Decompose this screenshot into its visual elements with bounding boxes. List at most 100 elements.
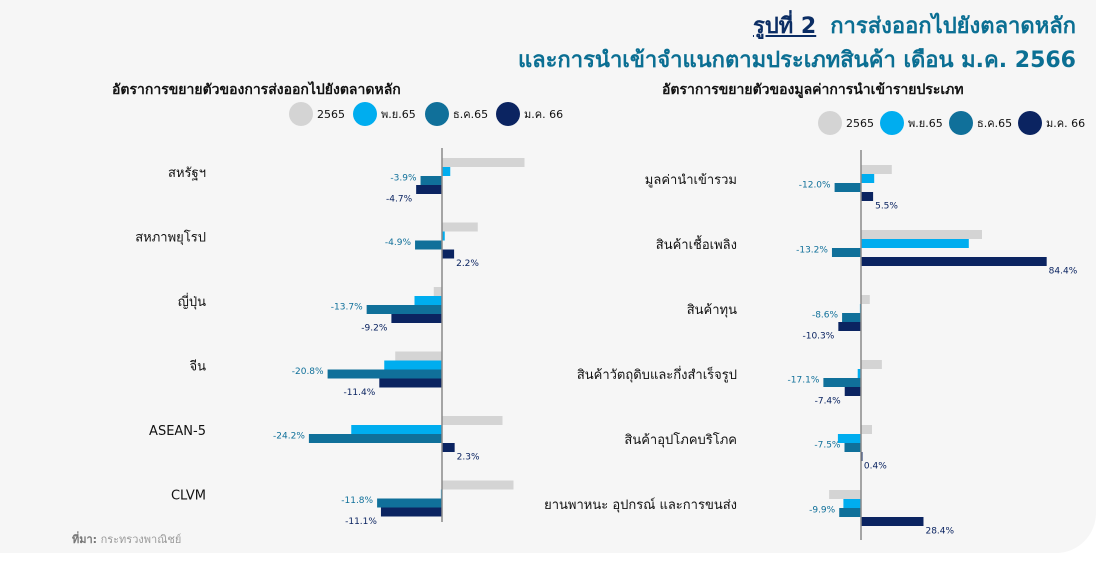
export-bar-2565	[442, 222, 478, 232]
source-note: ที่มา: กระทรวงพาณิชย์	[72, 530, 181, 548]
export-data-label-dec65: -13.7%	[331, 302, 363, 312]
import-category-label: ยานพาหนะ อุปกรณ์ และการขนส่ง	[544, 497, 737, 513]
import-data-label-dec65: -13.2%	[796, 245, 828, 255]
import-data-label-dec65: -9.9%	[809, 505, 836, 515]
legend-swatch-dec65	[425, 102, 449, 126]
legend-swatch-jan66	[1018, 111, 1042, 135]
export-data-label-dec65: -20.8%	[292, 367, 324, 377]
legend-swatch-nov65	[353, 102, 377, 126]
import-bar-dec65	[831, 248, 861, 257]
export-bar-nov65	[442, 167, 451, 176]
import-data-label-jan66: 84.4%	[1049, 267, 1078, 277]
import-bar-nov65	[861, 239, 969, 248]
export-bar-dec65	[308, 434, 442, 443]
import-bar-2565	[861, 425, 872, 434]
export-bar-jan66	[416, 185, 442, 194]
legend-item-jan66: ม.ค. 66	[496, 101, 563, 127]
import-data-label-dec65: -8.6%	[812, 310, 839, 320]
export-bar-dec65	[415, 240, 442, 250]
export-chart-title: อัตราการขยายตัวของการส่งออกไปยังตลาดหลัก	[112, 82, 401, 98]
import-data-label-jan66: 0.4%	[864, 462, 887, 472]
export-bar-2565	[433, 287, 442, 296]
export-bar-nov65	[384, 360, 442, 370]
import-legend: 2565 พ.ย.65 ธ.ค.65 ม.ค. 66	[818, 110, 1090, 136]
import-category-label: สินค้าทุน	[687, 303, 737, 318]
import-bar-jan66	[861, 517, 924, 526]
export-data-label-jan66: -11.4%	[343, 388, 375, 398]
export-category-label: สหรัฐฯ	[168, 166, 206, 181]
legend-swatch-nov65	[880, 111, 904, 135]
import-category-label: สินค้าเชื้อเพลิง	[656, 235, 737, 253]
export-bar-nov65	[442, 231, 445, 241]
figure-panel: รูปที่ 2 การส่งออกไปยังตลาดหลัก และการนำเ…	[72, 8, 1090, 548]
legend-swatch-jan66	[496, 102, 520, 126]
legend-item-dec65: ธ.ค.65	[425, 101, 488, 127]
figure-label: รูปที่ 2	[752, 14, 817, 39]
import-bar-jan66	[861, 192, 874, 201]
legend-item-nov65: พ.ย.65	[353, 101, 416, 127]
export-bar-dec65	[377, 498, 442, 508]
export-bar-jan66	[380, 507, 442, 517]
import-bar-2565	[861, 165, 892, 174]
import-data-label-dec65: -17.1%	[788, 375, 820, 385]
import-bar-jan66	[844, 387, 861, 396]
export-bar-dec65	[366, 305, 442, 314]
export-chart: สหรัฐฯ -3.9% -4.7% สหภาพยุโรป -4.9% 2.2% ญี่ปุ…	[135, 148, 525, 527]
import-bar-dec65	[844, 443, 861, 452]
import-bar-dec65	[839, 508, 861, 517]
import-bar-jan66	[861, 257, 1047, 266]
export-data-label-dec65: -4.9%	[385, 238, 412, 248]
legend-item-nov65: พ.ย.65	[880, 110, 943, 136]
legend-swatch-2565	[818, 111, 842, 135]
export-category-label: สหภาพยุโรป	[135, 230, 206, 246]
import-bar-nov65	[843, 499, 861, 508]
legend-item-2565: 2565	[818, 110, 874, 136]
export-bar-2565	[442, 480, 514, 490]
export-data-label-jan66: -11.1%	[345, 517, 377, 527]
export-bar-nov65	[351, 425, 442, 434]
legend-item-jan66: ม.ค. 66	[1018, 110, 1085, 136]
export-bar-2565	[442, 416, 503, 425]
export-bar-2565	[395, 351, 442, 361]
import-data-label-jan66: 28.4%	[925, 527, 954, 537]
import-data-label-dec65: -7.5%	[814, 440, 841, 450]
export-data-label-jan66: 2.2%	[456, 259, 479, 269]
import-bar-nov65	[857, 369, 861, 378]
import-data-label-dec65: -12.0%	[799, 180, 831, 190]
figure-title-line2: และการนำเข้าจำแนกตามประเภทสินค้า เดือน ม…	[517, 48, 1076, 73]
import-bar-2565	[829, 490, 861, 499]
legend-swatch-2565	[289, 102, 313, 126]
export-data-label-jan66: -4.7%	[386, 195, 413, 205]
export-bar-jan66	[442, 443, 455, 452]
export-data-label-dec65: -11.8%	[341, 496, 373, 506]
figure-title-line1: รูปที่ 2 การส่งออกไปยังตลาดหลัก	[753, 8, 1076, 43]
import-chart-title: อัตราการขยายตัวของมูลค่าการนำเข้ารายประเ…	[662, 82, 964, 98]
import-category-label: สินค้าอุปโภคบริโภค	[624, 432, 737, 448]
legend-swatch-dec65	[949, 111, 973, 135]
legend-item-2565: 2565	[289, 101, 345, 127]
import-bar-2565	[861, 295, 870, 304]
export-category-label: CLVM	[171, 489, 206, 504]
export-bar-jan66	[379, 378, 442, 388]
import-category-label: มูลค่านำเข้ารวม	[645, 173, 737, 188]
export-bar-nov65	[414, 296, 442, 305]
export-data-label-dec65: -24.2%	[273, 431, 305, 441]
source-text: กระทรวงพาณิชย์	[100, 533, 182, 546]
import-data-label-jan66: 5.5%	[875, 202, 898, 212]
export-legend: 2565 พ.ย.65 ธ.ค.65 ม.ค. 66	[289, 101, 579, 127]
source-prefix: ที่มา:	[72, 533, 98, 546]
export-bar-jan66	[391, 314, 442, 323]
export-data-label-dec65: -3.9%	[390, 173, 417, 183]
figure-title-part1: การส่งออกไปยังตลาดหลัก	[830, 14, 1076, 39]
import-bar-dec65	[834, 183, 861, 192]
export-category-label: จีน	[189, 359, 206, 375]
import-category-label: สินค้าวัตถุดิบและกึ่งสำเร็จรูป	[577, 365, 737, 383]
export-category-label: ASEAN-5	[149, 424, 206, 439]
export-category-label: ญี่ปุ่น	[178, 293, 206, 310]
import-bar-2565	[861, 230, 982, 239]
import-data-label-jan66: -10.3%	[802, 332, 834, 342]
legend-item-dec65: ธ.ค.65	[949, 110, 1012, 136]
import-data-label-jan66: -7.4%	[815, 397, 842, 407]
export-bar-dec65	[420, 176, 442, 185]
